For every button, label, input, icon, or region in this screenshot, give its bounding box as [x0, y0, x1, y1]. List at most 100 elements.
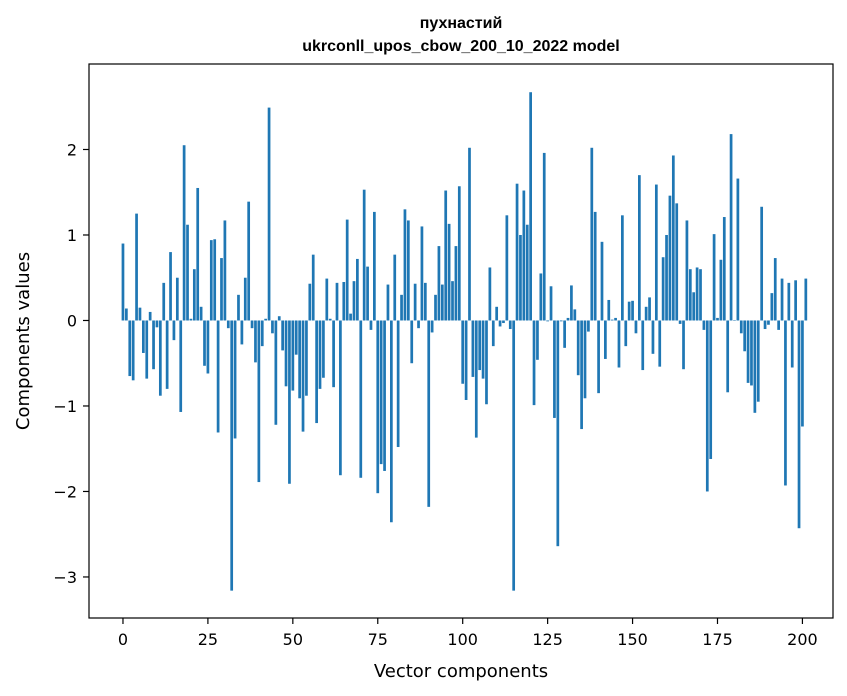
- bar-29: [220, 258, 223, 321]
- bar-152: [638, 175, 641, 321]
- x-tick-label-25: 25: [198, 630, 218, 649]
- bar-24: [203, 320, 206, 366]
- bar-173: [709, 320, 713, 459]
- bar-100: [461, 320, 465, 384]
- bar-40: [257, 320, 261, 483]
- bar-33: [233, 320, 237, 439]
- bar-27: [213, 239, 217, 321]
- y-tick-label-1: 1: [67, 226, 77, 245]
- bar-124: [542, 152, 546, 321]
- bar-115: [512, 320, 516, 591]
- bar-68: [352, 281, 356, 321]
- bar-6: [142, 320, 145, 353]
- bar-108: [488, 267, 492, 321]
- bar-200: [801, 320, 804, 427]
- bar-181: [736, 178, 740, 321]
- bar-129: [559, 320, 563, 322]
- bar-183: [743, 320, 747, 352]
- bar-58: [318, 320, 322, 389]
- bar-8: [148, 311, 152, 321]
- bar-189: [763, 320, 767, 330]
- bar-81: [396, 320, 400, 448]
- bar-132: [570, 285, 573, 321]
- x-tick-label-100: 100: [447, 630, 478, 649]
- bar-55: [308, 283, 312, 321]
- bar-172: [705, 320, 709, 492]
- bar-114: [508, 320, 512, 330]
- bar-20: [189, 318, 193, 321]
- bar-32: [230, 320, 234, 591]
- bar-164: [678, 320, 682, 324]
- bar-31: [226, 320, 230, 329]
- bar-155: [648, 297, 651, 321]
- bar-116: [515, 183, 519, 321]
- bar-60: [325, 278, 329, 321]
- bar-102: [468, 147, 471, 321]
- bar-70: [359, 320, 363, 478]
- bar-175: [716, 317, 719, 321]
- bar-177: [722, 217, 726, 321]
- bar-35: [240, 320, 244, 345]
- y-tick-label--3: −3: [53, 568, 77, 587]
- bar-3: [131, 320, 135, 381]
- bar-59: [322, 320, 325, 378]
- bar-111: [498, 320, 502, 327]
- bar-150: [631, 300, 634, 321]
- bar-54: [305, 320, 308, 396]
- bar-85: [410, 320, 414, 364]
- y-axis-label: Components values: [13, 252, 34, 430]
- bar-75: [376, 320, 380, 494]
- bar-77: [383, 320, 386, 471]
- bar-122: [536, 320, 539, 360]
- bar-170: [699, 269, 702, 321]
- bar-199: [797, 320, 801, 529]
- bar-191: [770, 293, 774, 321]
- x-axis-label: Vector components: [374, 661, 548, 682]
- bar-157: [654, 184, 658, 321]
- bar-99: [457, 186, 461, 321]
- bar-121: [532, 320, 536, 406]
- bar-201: [804, 278, 808, 321]
- bar-117: [519, 234, 522, 321]
- bar-16: [175, 277, 179, 321]
- bar-18: [182, 145, 186, 321]
- bar-96: [447, 223, 451, 321]
- bar-197: [790, 320, 794, 368]
- bar-76: [379, 320, 383, 465]
- bar-23: [199, 306, 203, 321]
- bar-9: [152, 320, 155, 370]
- bar-34: [237, 294, 240, 321]
- bar-104: [474, 320, 478, 438]
- chart-title: пухнастий: [420, 15, 503, 32]
- bar-144: [610, 319, 614, 321]
- bar-166: [685, 220, 689, 321]
- bar-118: [522, 190, 526, 321]
- bar-0: [121, 243, 125, 321]
- bar-93: [437, 246, 441, 321]
- bar-39: [254, 320, 257, 363]
- bar-149: [627, 301, 631, 321]
- bar-50: [291, 320, 295, 391]
- bar-91: [430, 320, 434, 333]
- bar-2: [128, 320, 132, 377]
- bar-190: [767, 320, 770, 325]
- bar-184: [746, 320, 750, 383]
- bar-198: [794, 280, 797, 321]
- bar-126: [549, 286, 553, 321]
- bar-133: [573, 309, 577, 321]
- bar-120: [529, 92, 532, 321]
- bar-127: [553, 320, 556, 418]
- bar-57: [315, 320, 318, 424]
- bar-125: [546, 320, 549, 322]
- bar-21: [192, 269, 196, 321]
- bar-17: [179, 320, 183, 412]
- bar-67: [349, 313, 352, 321]
- y-tick-label-0: 0: [67, 311, 77, 330]
- bar-44: [271, 320, 274, 334]
- bar-141: [600, 241, 604, 321]
- bar-19: [186, 224, 189, 321]
- bar-63: [335, 282, 339, 321]
- bar-194: [780, 278, 784, 321]
- bar-86: [413, 283, 417, 321]
